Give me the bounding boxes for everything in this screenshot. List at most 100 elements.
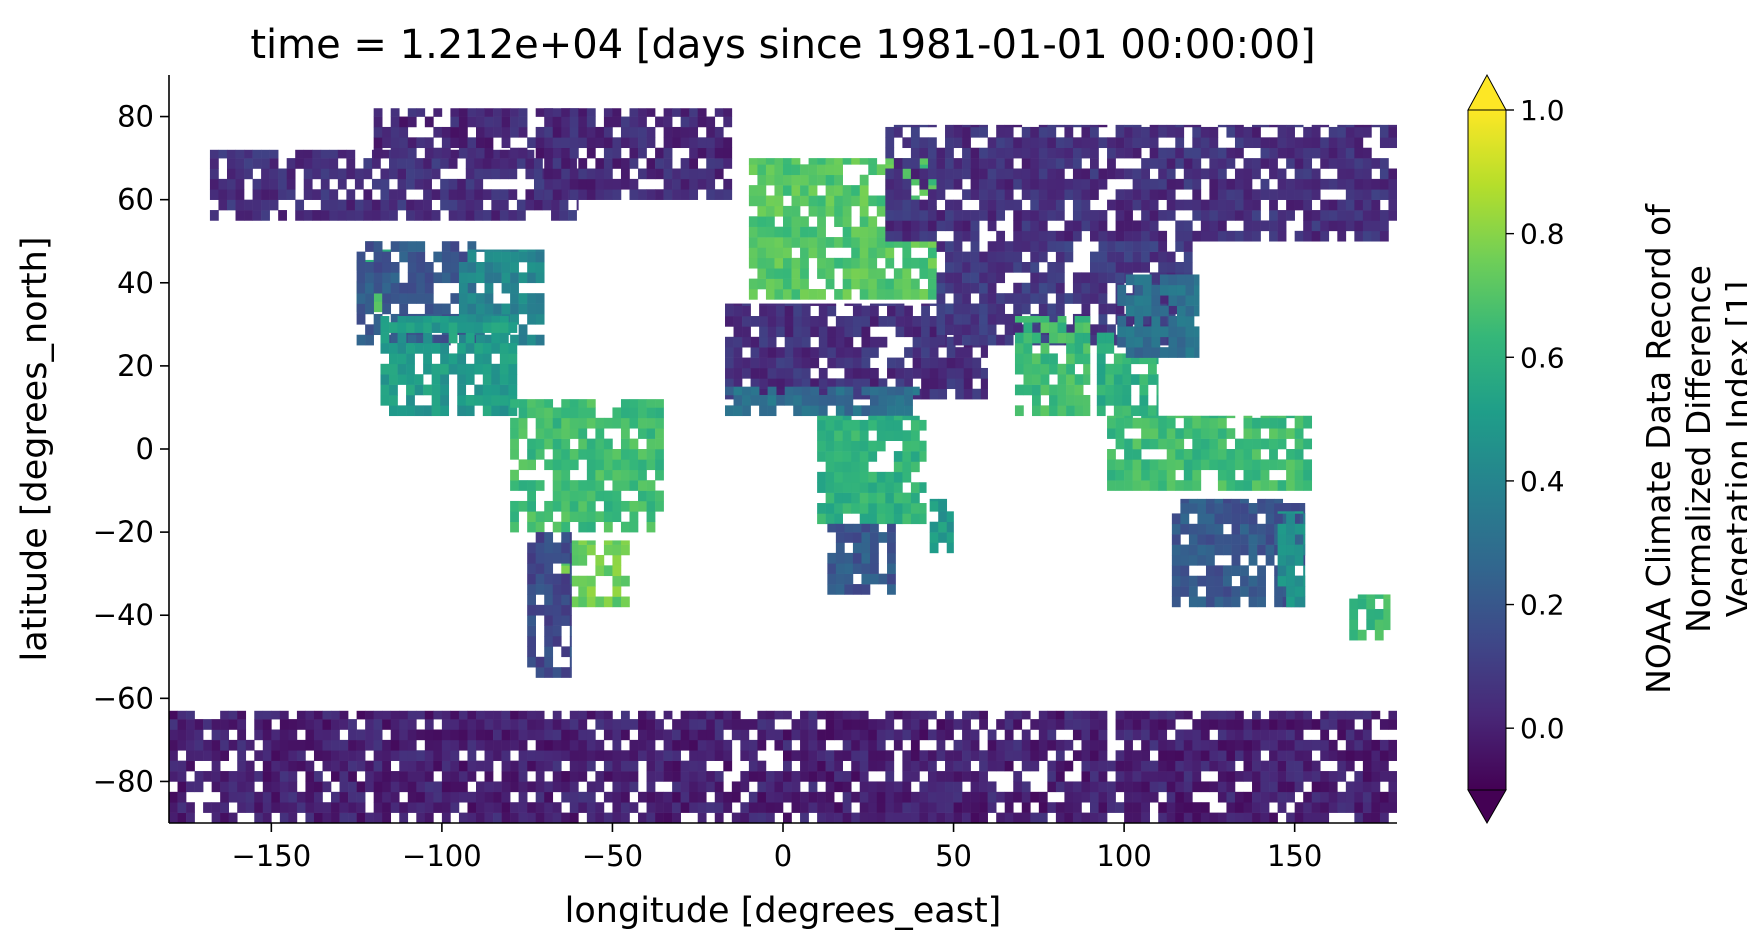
ndvi-cell [373,719,383,730]
ndvi-cell [757,739,767,751]
ndvi-cell [194,719,204,730]
ndvi-cell [808,247,818,259]
ndvi-cell [552,584,562,595]
ndvi-cell [1277,210,1287,221]
ndvi-cell [783,710,792,720]
ndvi-cell [1217,469,1227,481]
ndvi-cell [783,216,792,227]
ndvi-cell [1183,220,1193,232]
ndvi-cell [1274,498,1284,504]
ndvi-cell [962,324,971,336]
ndvi-cell [910,791,920,803]
ndvi-cell [1057,322,1067,333]
ndvi-cell [501,116,511,128]
ndvi-cell [510,812,519,823]
ndvi-cell [561,428,571,439]
ndvi-cell [569,771,579,782]
ndvi-cell [1107,241,1116,252]
ndvi-cell [339,719,349,730]
ndvi-cell [484,771,494,782]
ndvi-cell [1090,781,1099,793]
ndvi-cell [595,480,605,491]
ndvi-cell [380,322,390,333]
ndvi-cell [226,158,236,169]
ndvi-cell [1226,781,1236,793]
ndvi-cell [1379,771,1389,782]
ndvi-cell [742,386,751,396]
ndvi-cell [885,178,895,190]
ndvi-cell [552,126,562,138]
ndvi-cell [1072,293,1082,304]
ndvi-cell [467,710,477,720]
ndvi-cell [1124,220,1133,232]
ndvi-cell [586,511,596,523]
ndvi-cell [842,195,852,207]
ndvi-cell [535,542,545,554]
ndvi-cell [620,575,630,587]
ndvi-cell [757,158,767,165]
ndvi-cell [1183,417,1193,429]
ndvi-cell [963,378,973,390]
ndvi-cell [1141,415,1150,419]
ndvi-cell [595,719,605,730]
ndvi-cell [1320,137,1330,149]
ndvi-cell [1200,230,1210,242]
ndvi-cell [842,802,852,813]
ndvi-cell [953,293,963,304]
ndvi-cell [885,289,895,300]
ndvi-cell [535,480,545,491]
ndvi-cell [706,710,716,720]
ndvi-cell [759,305,768,317]
ndvi-cell [1166,199,1176,211]
ndvi-cell [211,719,221,730]
ndvi-cell [1047,168,1057,180]
ndvi-cell [912,316,922,327]
ndvi-cell [1226,812,1236,823]
ndvi-cell [194,750,204,761]
ndvi-cell [1098,262,1108,273]
ndvi-cell [893,513,903,525]
ndvi-cell [859,739,869,751]
ndvi-cell [476,802,485,813]
ndvi-cell [800,729,809,741]
ndvi-cell [544,116,554,128]
ndvi-cell [680,116,690,128]
ndvi-cell [1141,241,1150,252]
ndvi-cell [1038,293,1048,304]
ndvi-cell [893,168,903,180]
ndvi-cell [646,449,656,460]
ndvi-cell [288,750,298,761]
ndvi-cell [774,278,784,290]
ndvi-cell [885,513,895,525]
ndvi-cell [406,394,415,406]
ndvi-cell [1038,303,1048,315]
ndvi-cell [672,168,681,180]
ndvi-cell [552,116,562,128]
ndvi-cell [1166,189,1176,200]
ndvi-cell [672,771,681,782]
ndvi-cell [1098,272,1108,284]
ndvi-cell [1158,729,1168,741]
ndvi-cell [629,750,639,761]
ndvi-cell [1379,812,1389,823]
ndvi-cell [859,471,869,483]
ndvi-cell [1277,511,1287,514]
ndvi-cell [1074,343,1084,354]
ndvi-cell [527,573,536,585]
ndvi-cell [1057,405,1067,417]
x-tick-label: −50 [582,839,643,873]
ndvi-cell [1240,513,1249,525]
ndvi-cell [416,251,426,263]
ndvi-cell [1252,719,1261,730]
ndvi-cell [852,357,862,369]
ndvi-cell [1107,272,1116,284]
ndvi-cell [1038,282,1048,294]
ndvi-cell [808,195,818,207]
ndvi-cell [510,719,519,730]
ndvi-cell [1125,326,1135,338]
ndvi-cell [921,378,930,390]
ndvi-cell [876,513,886,525]
ndvi-cell [313,771,323,782]
ndvi-cell [508,168,518,180]
ndvi-cell [484,272,494,284]
